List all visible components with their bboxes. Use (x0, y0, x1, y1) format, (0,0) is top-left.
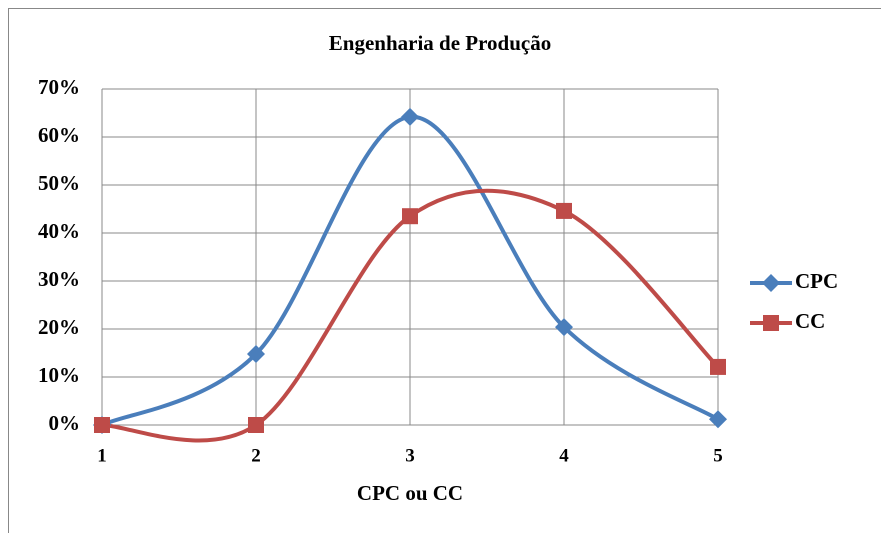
legend-label: CC (795, 309, 825, 333)
y-tick-label: 60% (38, 123, 80, 147)
y-tick-label: 70% (38, 75, 80, 99)
marker (247, 344, 265, 363)
marker (556, 202, 572, 219)
x-axis-label: CPC ou CC (357, 481, 463, 505)
marker (709, 410, 727, 429)
x-tick-label: 2 (251, 445, 261, 466)
x-tick-label: 1 (97, 445, 107, 466)
x-tick-label: 3 (405, 445, 415, 466)
marker (401, 107, 419, 126)
legend-marker (762, 274, 780, 292)
chart-title: Engenharia de Produção (329, 31, 551, 55)
y-tick-label: 30% (38, 267, 80, 291)
marker (402, 208, 418, 225)
marker (555, 318, 573, 337)
legend-marker (763, 315, 779, 331)
y-tick-label: 40% (38, 219, 80, 243)
marker (248, 417, 264, 433)
y-tick-label: 10% (38, 363, 80, 387)
y-tick-label: 0% (49, 411, 81, 435)
y-tick-label: 20% (38, 315, 80, 339)
x-tick-label: 5 (713, 445, 723, 466)
marker (94, 417, 110, 433)
chart-border (8, 8, 881, 533)
legend-label: CPC (795, 269, 838, 293)
x-tick-label: 4 (559, 445, 569, 466)
y-tick-label: 50% (38, 171, 80, 195)
marker (710, 358, 726, 375)
